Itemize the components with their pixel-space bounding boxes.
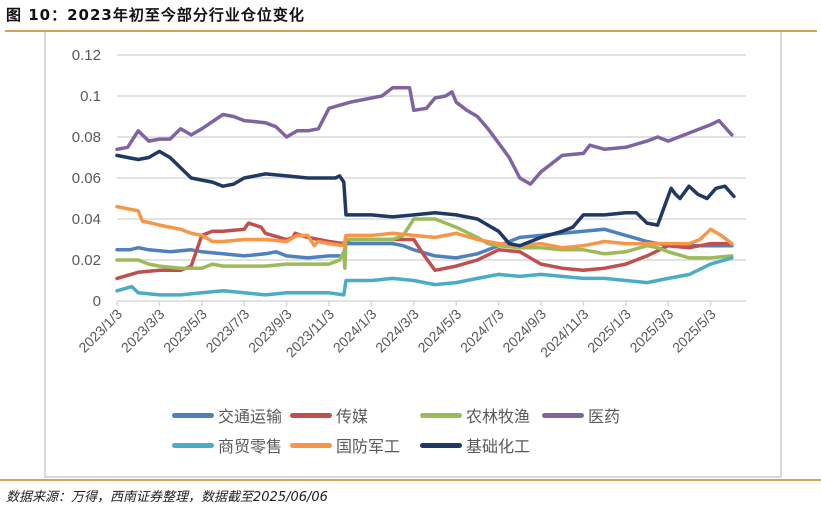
x-tick-label: 2024/3/3 [372,306,422,356]
legend-swatch-icon [420,442,462,448]
legend-swatch-icon [420,412,462,418]
y-axis: 0 0.02 0.04 0.06 0.08 0.1 0.12 [72,47,101,310]
y-tick-label: 0.02 [72,252,101,269]
legend-item-agriculture: 农林牧渔 [420,403,538,427]
figure-title: 图 10：2023年初至今部分行业仓位变化 [6,6,305,24]
series-line [115,256,734,297]
legend-label: 农林牧渔 [466,407,531,426]
x-tick-label: 2023/3/3 [118,306,168,356]
x-tick-label: 2024/1/3 [330,306,380,356]
series-line [115,86,734,186]
legend-item-retail: 商贸零售 [172,433,286,457]
series-line [115,227,734,260]
legend-label: 传媒 [336,407,369,426]
legend-swatch-icon [290,412,332,418]
legend-row-1: 交通运输 传媒 农林牧渔 医药 [172,400,642,430]
y-tick-label: 0.1 [80,88,101,105]
bottom-rule [0,479,821,481]
legend-label: 商贸零售 [218,437,283,456]
y-tick-label: 0 [93,293,101,310]
top-rule [5,30,817,32]
data-source-note: 数据来源：万得，西南证券整理，数据截至2025/06/06 [6,490,328,505]
x-tick-label: 2024/5/3 [414,306,464,356]
y-tick-label: 0.12 [72,47,101,64]
y-tick-label: 0.08 [72,129,101,146]
legend-label: 基础化工 [466,437,531,456]
legend-item-defense: 国防军工 [290,433,416,457]
legend-item-transport: 交通运输 [172,403,286,427]
x-tick-label: 2025/5/3 [669,306,719,356]
legend: 交通运输 传媒 农林牧渔 医药 商贸零售 国防军工 基础化工 [172,400,642,460]
line-chart: 0 0.02 0.04 0.06 0.08 0.1 0.12 2023/1/32023/3/… [72,47,746,360]
x-tick-label: 2025/1/3 [584,306,634,356]
legend-swatch-icon [290,442,332,448]
series-line [115,149,736,248]
legend-label: 医药 [588,407,621,426]
legend-label: 国防军工 [336,437,401,456]
legend-item-media: 传媒 [290,403,416,427]
legend-item-chemicals: 基础化工 [420,433,530,457]
x-tick-label: 2024/7/3 [457,306,507,356]
legend-swatch-icon [172,442,214,448]
legend-row-2: 商贸零售 国防军工 基础化工 [172,430,642,460]
x-tick-label: 2025/3/3 [626,306,676,356]
x-tick-label: 2023/7/3 [202,306,252,356]
y-tick-label: 0.06 [72,170,101,187]
legend-item-pharma: 医药 [542,403,620,427]
x-tick-label: 2023/1/3 [75,306,125,356]
y-tick-label: 0.04 [72,211,101,228]
x-tick-label: 2023/5/3 [160,306,210,356]
legend-label: 交通运输 [218,407,283,426]
chart-frame [44,32,782,478]
x-axis: 2023/1/32023/3/32023/5/32023/7/32023/9/3… [75,301,719,360]
series-line [115,204,734,250]
legend-swatch-icon [172,412,214,418]
series-lines [115,86,736,297]
legend-swatch-icon [542,412,584,418]
